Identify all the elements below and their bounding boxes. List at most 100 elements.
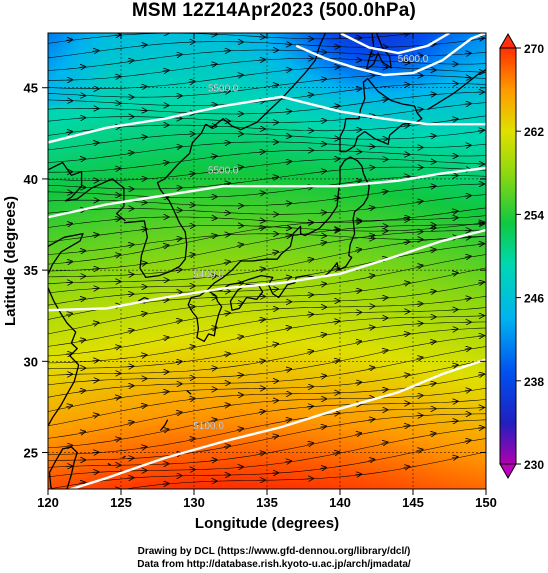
- streamline-arrow: [210, 460, 217, 461]
- streamline-arrow: [127, 153, 134, 154]
- colorbar-body: [499, 47, 517, 465]
- streamline-arrow: [403, 217, 410, 218]
- streamline-arrow: [403, 467, 410, 468]
- streamline-arrow: [355, 382, 361, 383]
- streamline-arrow: [210, 64, 217, 65]
- streamline-arrow: [464, 53, 471, 54]
- streamline-arrow: [175, 412, 182, 413]
- streamline-arrow: [92, 143, 99, 144]
- streamline-arrow: [333, 106, 339, 107]
- streamline-arrow: [416, 201, 423, 202]
- streamline-arrow: [114, 347, 120, 348]
- streamline-arrow: [320, 79, 326, 80]
- streamline-arrow: [210, 368, 217, 369]
- colorbar-max-arrow: [499, 32, 517, 49]
- streamline-arrow: [403, 283, 410, 284]
- streamline-arrow: [66, 224, 72, 225]
- streamline-arrow: [429, 228, 436, 229]
- streamline-arrow: [223, 313, 230, 314]
- height-contour: [48, 166, 486, 219]
- streamline-arrow: [114, 397, 120, 398]
- streamline-arrow: [381, 99, 388, 100]
- streamline-arrow: [333, 413, 339, 414]
- streamline-arrow: [307, 259, 313, 260]
- colorbar-tick-label: 246: [524, 292, 544, 306]
- gridlines: [48, 33, 486, 489]
- streamline-arrow: [381, 191, 388, 192]
- colorbar-tick-label: 230: [524, 458, 544, 472]
- streamline-arrow: [429, 186, 436, 187]
- streamline-arrow: [285, 111, 291, 112]
- streamline-arrow: [320, 284, 326, 285]
- x-axis-ticks: 120 125 130 135 140 145 150: [37, 33, 497, 510]
- streamline-arrow: [223, 405, 230, 406]
- height-contour: [48, 95, 486, 144]
- streamline-arrow: [307, 351, 313, 352]
- streamline-arrow: [188, 398, 195, 399]
- streamline-arrow: [140, 355, 147, 356]
- streamline-arrow: [79, 159, 85, 160]
- streamline: [48, 0, 486, 22]
- streamline-arrow: [403, 334, 410, 335]
- colorbar-tick-label: 270: [524, 42, 544, 56]
- streamline-arrow: [223, 91, 230, 92]
- streamline-arrow: [175, 320, 182, 321]
- streamline-arrow: [320, 334, 326, 335]
- streamline-arrow: [272, 436, 278, 437]
- streamline-arrow: [140, 313, 147, 314]
- streamline-arrow: [368, 367, 375, 368]
- streamline-arrow: [114, 168, 120, 169]
- streamline-arrow: [162, 429, 169, 430]
- streamline-arrow: [417, 17, 423, 18]
- coastline-honshu: [206, 156, 370, 299]
- streamline-arrow: [429, 383, 436, 384]
- streamline-arrow: [451, 119, 458, 120]
- coastline-taiwan: [48, 446, 78, 489]
- streamline-arrow: [355, 474, 361, 475]
- streamline-arrow: [127, 330, 134, 331]
- streamline-arrow: [66, 498, 72, 499]
- streamline-arrow: [175, 238, 182, 239]
- streamline-arrow: [114, 219, 120, 220]
- streamline-arrow: [464, 298, 471, 299]
- streamline-arrow: [381, 350, 388, 351]
- colorbar-tick-label: 238: [524, 375, 544, 389]
- streamline-arrow: [285, 19, 291, 20]
- coastline-ryukyu: [107, 390, 192, 466]
- streamline-arrow: [285, 277, 291, 278]
- streamline-arrow: [320, 468, 326, 469]
- streamline-arrow: [66, 406, 72, 407]
- streamline-arrow: [223, 262, 230, 263]
- streamline-arrow: [114, 255, 120, 256]
- y-tick-label: 30: [24, 354, 38, 369]
- streamline-arrow: [464, 390, 471, 391]
- streamline-arrow: [451, 211, 458, 212]
- streamline-arrow: [451, 365, 458, 366]
- coastline-hokkaido: [339, 77, 423, 153]
- streamline-arrow: [368, 459, 375, 460]
- streamline-arrow: [451, 273, 458, 274]
- streamline-arrow: [403, 242, 410, 243]
- streamline-arrow: [355, 341, 361, 342]
- streamline-arrow: [223, 183, 230, 184]
- x-axis-label: Longitude (degrees): [195, 515, 339, 532]
- streamline-arrow: [416, 450, 423, 451]
- contour-label: 5100.0: [193, 421, 224, 432]
- coastline-korea: [123, 123, 207, 279]
- streamline-arrow: [429, 341, 436, 342]
- streamline-arrow: [320, 242, 326, 243]
- streamline-arrow: [188, 254, 195, 255]
- streamline-arrow: [272, 344, 278, 345]
- streamline-arrow: [258, 193, 265, 194]
- streamline-arrow: [477, 222, 484, 223]
- streamline-arrow: [429, 136, 436, 137]
- colorbar-ticks: 230 238 246 254 262 270: [516, 42, 544, 472]
- streamline-arrow: [114, 439, 120, 440]
- streamline-arrow: [66, 132, 72, 133]
- streamline-arrow: [127, 60, 134, 61]
- streamline-arrow: [258, 453, 265, 454]
- streamline-arrow: [127, 422, 134, 423]
- streamline-arrow: [210, 419, 217, 420]
- streamline-arrow: [355, 89, 361, 90]
- streamline-arrow: [272, 252, 278, 253]
